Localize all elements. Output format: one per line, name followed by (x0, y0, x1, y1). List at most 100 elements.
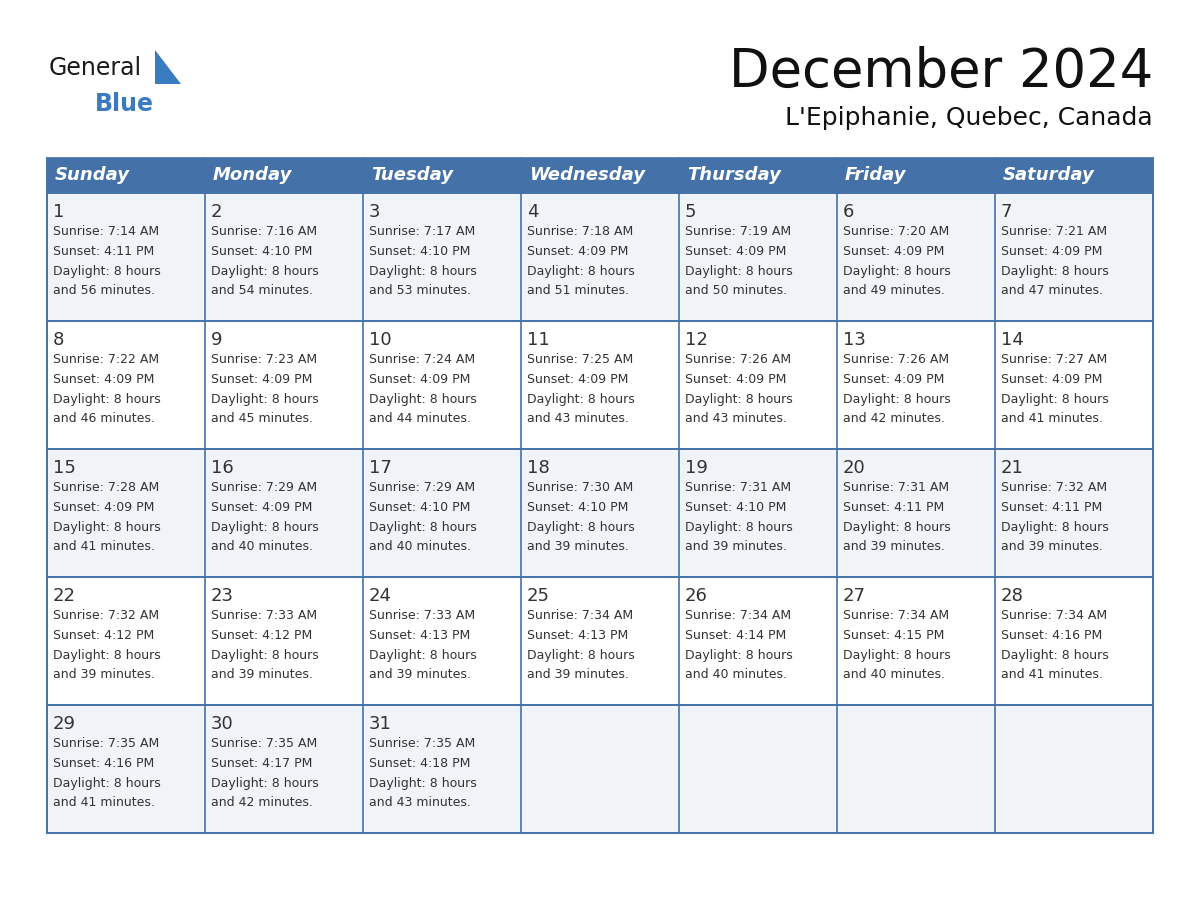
Text: Sunset: 4:15 PM: Sunset: 4:15 PM (843, 629, 944, 642)
Text: and 39 minutes.: and 39 minutes. (843, 540, 944, 553)
Text: Daylight: 8 hours: Daylight: 8 hours (843, 393, 950, 406)
Text: Sunset: 4:12 PM: Sunset: 4:12 PM (211, 629, 312, 642)
Text: General: General (49, 56, 143, 80)
Text: 9: 9 (211, 331, 222, 349)
Text: Blue: Blue (95, 92, 154, 116)
Text: Sunset: 4:14 PM: Sunset: 4:14 PM (685, 629, 786, 642)
Text: and 42 minutes.: and 42 minutes. (843, 412, 944, 425)
Text: Sunrise: 7:34 AM: Sunrise: 7:34 AM (527, 609, 633, 622)
Text: Daylight: 8 hours: Daylight: 8 hours (685, 265, 792, 278)
Text: Sunset: 4:09 PM: Sunset: 4:09 PM (1001, 245, 1102, 258)
Text: and 39 minutes.: and 39 minutes. (685, 540, 786, 553)
Text: Sunset: 4:13 PM: Sunset: 4:13 PM (527, 629, 628, 642)
Text: Sunrise: 7:26 AM: Sunrise: 7:26 AM (843, 353, 949, 366)
Text: Wednesday: Wednesday (529, 166, 645, 185)
Text: Sunset: 4:09 PM: Sunset: 4:09 PM (843, 245, 944, 258)
Text: Sunset: 4:09 PM: Sunset: 4:09 PM (685, 373, 786, 386)
Text: 18: 18 (527, 459, 550, 477)
Text: Monday: Monday (213, 166, 292, 185)
Text: 23: 23 (211, 587, 234, 605)
Text: Daylight: 8 hours: Daylight: 8 hours (53, 521, 160, 534)
Bar (364, 158, 522, 193)
Text: Sunset: 4:09 PM: Sunset: 4:09 PM (53, 373, 154, 386)
Text: 10: 10 (369, 331, 392, 349)
Text: 12: 12 (685, 331, 708, 349)
Text: and 54 minutes.: and 54 minutes. (211, 284, 312, 297)
Text: Sunrise: 7:14 AM: Sunrise: 7:14 AM (53, 225, 159, 238)
Text: and 51 minutes.: and 51 minutes. (527, 284, 628, 297)
Text: and 39 minutes.: and 39 minutes. (527, 540, 628, 553)
Text: and 50 minutes.: and 50 minutes. (685, 284, 788, 297)
Text: and 39 minutes.: and 39 minutes. (369, 668, 470, 681)
Text: Sunrise: 7:29 AM: Sunrise: 7:29 AM (211, 481, 317, 494)
Text: Thursday: Thursday (687, 166, 781, 185)
Text: and 53 minutes.: and 53 minutes. (369, 284, 470, 297)
Text: 11: 11 (527, 331, 550, 349)
Text: and 39 minutes.: and 39 minutes. (211, 668, 312, 681)
Text: and 41 minutes.: and 41 minutes. (53, 796, 154, 809)
Bar (522, 158, 680, 193)
Text: Sunset: 4:11 PM: Sunset: 4:11 PM (843, 501, 944, 514)
Text: Daylight: 8 hours: Daylight: 8 hours (843, 521, 950, 534)
Text: Daylight: 8 hours: Daylight: 8 hours (369, 265, 476, 278)
Text: Daylight: 8 hours: Daylight: 8 hours (211, 265, 318, 278)
Text: Sunset: 4:10 PM: Sunset: 4:10 PM (211, 245, 312, 258)
Text: 4: 4 (527, 203, 538, 221)
Text: and 39 minutes.: and 39 minutes. (53, 668, 154, 681)
Text: and 47 minutes.: and 47 minutes. (1001, 284, 1102, 297)
Bar (48, 705, 1154, 833)
Text: Sunset: 4:10 PM: Sunset: 4:10 PM (369, 245, 470, 258)
Text: Sunrise: 7:21 AM: Sunrise: 7:21 AM (1001, 225, 1107, 238)
Text: Sunset: 4:16 PM: Sunset: 4:16 PM (53, 757, 154, 770)
Text: Daylight: 8 hours: Daylight: 8 hours (211, 521, 318, 534)
Text: and 40 minutes.: and 40 minutes. (211, 540, 312, 553)
Text: Sunset: 4:10 PM: Sunset: 4:10 PM (685, 501, 786, 514)
Text: and 44 minutes.: and 44 minutes. (369, 412, 470, 425)
Text: Daylight: 8 hours: Daylight: 8 hours (53, 393, 160, 406)
Text: and 45 minutes.: and 45 minutes. (211, 412, 312, 425)
Text: Sunset: 4:09 PM: Sunset: 4:09 PM (843, 373, 944, 386)
Text: 30: 30 (211, 715, 234, 733)
Text: and 41 minutes.: and 41 minutes. (1001, 412, 1102, 425)
Text: Daylight: 8 hours: Daylight: 8 hours (843, 265, 950, 278)
Text: Daylight: 8 hours: Daylight: 8 hours (369, 393, 476, 406)
Text: 28: 28 (1001, 587, 1024, 605)
Bar (48, 321, 1154, 449)
Text: Sunset: 4:10 PM: Sunset: 4:10 PM (527, 501, 628, 514)
Text: Sunset: 4:09 PM: Sunset: 4:09 PM (211, 373, 312, 386)
Text: 13: 13 (843, 331, 866, 349)
Text: and 49 minutes.: and 49 minutes. (843, 284, 944, 297)
Text: and 41 minutes.: and 41 minutes. (1001, 668, 1102, 681)
Text: 1: 1 (53, 203, 64, 221)
Text: 31: 31 (369, 715, 392, 733)
Text: Tuesday: Tuesday (371, 166, 453, 185)
Text: December 2024: December 2024 (728, 46, 1154, 98)
Text: and 46 minutes.: and 46 minutes. (53, 412, 154, 425)
Text: Friday: Friday (845, 166, 906, 185)
Text: Sunrise: 7:18 AM: Sunrise: 7:18 AM (527, 225, 633, 238)
Text: L'Epiphanie, Quebec, Canada: L'Epiphanie, Quebec, Canada (785, 106, 1154, 130)
Text: Daylight: 8 hours: Daylight: 8 hours (1001, 393, 1108, 406)
Text: Sunrise: 7:25 AM: Sunrise: 7:25 AM (527, 353, 633, 366)
Text: 26: 26 (685, 587, 708, 605)
Text: and 42 minutes.: and 42 minutes. (211, 796, 312, 809)
Text: Sunrise: 7:33 AM: Sunrise: 7:33 AM (211, 609, 317, 622)
Text: Sunrise: 7:24 AM: Sunrise: 7:24 AM (369, 353, 475, 366)
Text: 16: 16 (211, 459, 234, 477)
Text: Sunset: 4:09 PM: Sunset: 4:09 PM (1001, 373, 1102, 386)
Text: 27: 27 (843, 587, 866, 605)
Text: Sunrise: 7:27 AM: Sunrise: 7:27 AM (1001, 353, 1107, 366)
Text: 24: 24 (369, 587, 392, 605)
Text: Sunset: 4:09 PM: Sunset: 4:09 PM (527, 245, 628, 258)
Text: Sunrise: 7:17 AM: Sunrise: 7:17 AM (369, 225, 475, 238)
Text: Daylight: 8 hours: Daylight: 8 hours (211, 777, 318, 790)
Text: Sunrise: 7:35 AM: Sunrise: 7:35 AM (211, 737, 317, 750)
Bar (996, 158, 1154, 193)
Text: and 43 minutes.: and 43 minutes. (685, 412, 786, 425)
Bar (48, 158, 1154, 833)
Text: Daylight: 8 hours: Daylight: 8 hours (1001, 265, 1108, 278)
Text: and 39 minutes.: and 39 minutes. (527, 668, 628, 681)
Text: Daylight: 8 hours: Daylight: 8 hours (211, 649, 318, 662)
Text: and 40 minutes.: and 40 minutes. (369, 540, 470, 553)
Text: Sunrise: 7:26 AM: Sunrise: 7:26 AM (685, 353, 791, 366)
